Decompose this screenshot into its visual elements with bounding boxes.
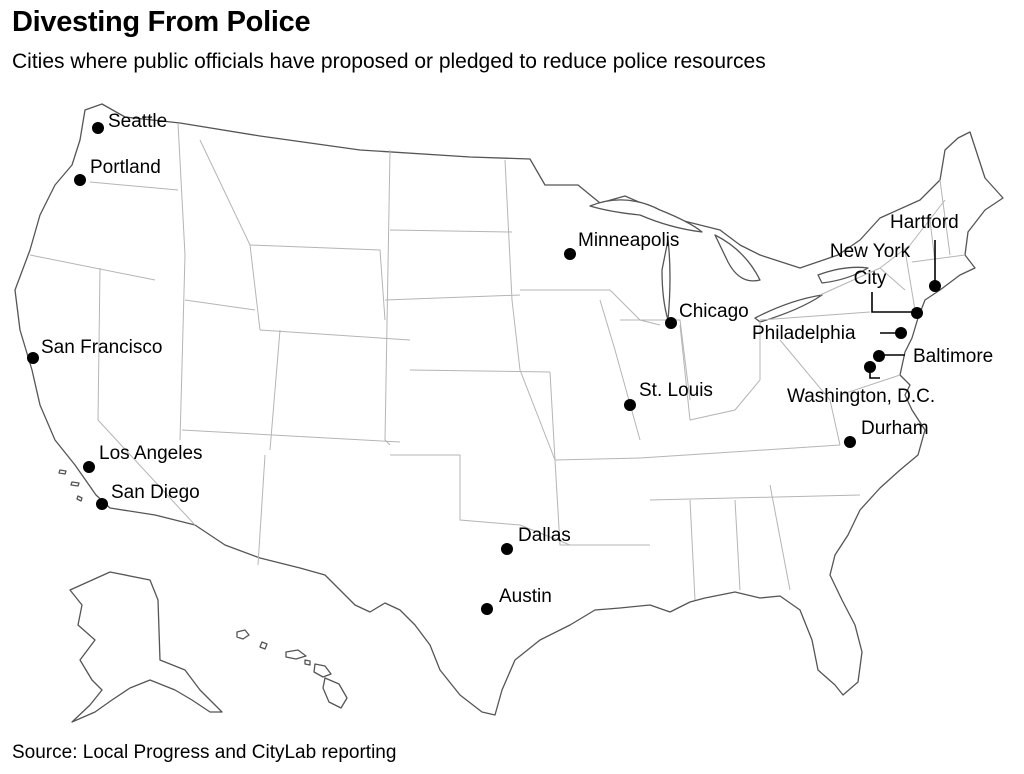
city-los-angeles: Los Angeles — [83, 443, 203, 473]
city-marker-new-york-city — [911, 307, 923, 319]
city-marker-st-louis — [624, 399, 636, 411]
city-hartford: Hartford — [890, 212, 959, 292]
city-marker-san-diego — [96, 498, 108, 510]
city-san-diego: San Diego — [96, 482, 200, 510]
city-label-dallas: Dallas — [518, 525, 571, 546]
channel-islands — [58, 469, 83, 502]
leader-line-new-york-city — [871, 292, 917, 313]
alaska-outline — [69, 571, 223, 723]
city-st-louis: St. Louis — [624, 380, 713, 411]
city-marker-durham — [844, 436, 856, 448]
city-label-washington-dc: Washington, D.C. — [787, 386, 935, 407]
city-label-hartford: Hartford — [890, 212, 959, 233]
city-marker-baltimore — [873, 350, 885, 362]
city-dallas: Dallas — [501, 525, 571, 555]
city-marker-austin — [481, 603, 493, 615]
source-note: Source: Local Progress and CityLab repor… — [12, 742, 397, 763]
city-marker-dallas — [501, 543, 513, 555]
city-marker-los-angeles — [83, 461, 95, 473]
city-label-philadelphia: Philadelphia — [752, 323, 856, 344]
city-label-st-louis: St. Louis — [639, 380, 713, 401]
city-marker-chicago — [665, 317, 677, 329]
city-marker-san-francisco — [27, 352, 39, 364]
us-mainland-outline — [14, 103, 1004, 716]
lake-huron — [714, 234, 761, 282]
city-durham: Durham — [844, 418, 929, 448]
state-borders — [29, 122, 966, 601]
city-marker-washington-dc — [864, 361, 876, 373]
city-austin: Austin — [481, 586, 552, 615]
city-label-san-diego: San Diego — [111, 482, 200, 503]
city-new-york-city: New York City — [830, 241, 923, 319]
city-label-portland: Portland — [90, 157, 161, 178]
city-markers: Seattle Portland San Francisco Los Angeles S… — [27, 111, 993, 615]
city-philadelphia: Philadelphia — [752, 323, 907, 344]
city-minneapolis: Minneapolis — [564, 230, 679, 260]
city-label-seattle: Seattle — [108, 111, 167, 132]
chart-title: Divesting From Police — [12, 6, 311, 38]
city-label-chicago: Chicago — [679, 301, 749, 322]
chart-subtitle: Cities where public officials have propo… — [12, 50, 766, 73]
city-label-san-francisco: San Francisco — [41, 337, 162, 358]
city-marker-seattle — [92, 122, 104, 134]
city-chicago: Chicago — [665, 301, 749, 329]
city-marker-hartford — [929, 280, 941, 292]
lake-superior — [589, 199, 703, 233]
hawaii-islands — [236, 629, 348, 709]
city-label-baltimore: Baltimore — [913, 346, 993, 367]
city-label-durham: Durham — [861, 418, 929, 439]
city-marker-minneapolis — [564, 248, 576, 260]
city-baltimore: Baltimore — [873, 346, 993, 367]
city-label-new-york-city: City — [854, 268, 887, 289]
city-washington-dc: Washington, D.C. — [787, 361, 935, 407]
city-marker-philadelphia — [895, 327, 907, 339]
city-label-los-angeles: Los Angeles — [99, 443, 203, 464]
city-marker-portland — [74, 174, 86, 186]
city-label-new-york-city: New York — [830, 241, 911, 262]
city-seattle: Seattle — [92, 111, 167, 134]
city-label-minneapolis: Minneapolis — [578, 230, 679, 251]
city-san-francisco: San Francisco — [27, 337, 162, 364]
lake-ontario — [817, 266, 869, 284]
lake-erie — [754, 294, 823, 323]
city-label-austin: Austin — [499, 586, 552, 607]
city-portland: Portland — [74, 157, 161, 186]
